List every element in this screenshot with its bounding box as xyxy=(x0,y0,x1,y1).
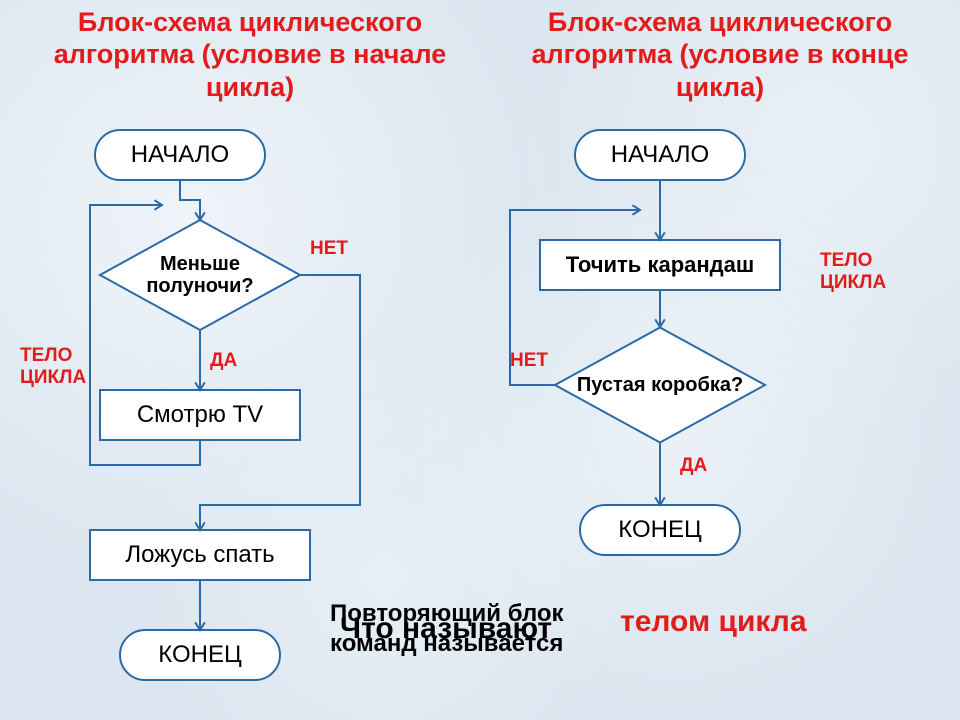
bottom-line2: команд называется xyxy=(330,630,563,658)
right-body-label: Точить карандаш xyxy=(540,240,780,290)
left-decision-label: Меньше полуночи? xyxy=(110,245,290,305)
left-loop-label: ТЕЛО ЦИКЛА xyxy=(20,345,100,389)
left-start-label: НАЧАЛО xyxy=(95,130,265,180)
title-left: Блок-схема циклического алгоритма (услов… xyxy=(30,6,470,103)
bottom-red: телом цикла xyxy=(620,605,807,639)
left-body-label: Смотрю TV xyxy=(100,390,300,440)
left-no-label: НЕТ xyxy=(310,238,348,260)
right-yes-label: ДА xyxy=(680,455,707,477)
right-loop-label: ТЕЛО ЦИКЛА xyxy=(820,250,900,294)
left-yes-label: ДА xyxy=(210,350,237,372)
left-action2-label: Ложусь спать xyxy=(90,530,310,580)
left-end-label: КОНЕЦ xyxy=(120,630,280,680)
right-no-label: НЕТ xyxy=(510,350,548,372)
right-start-label: НАЧАЛО xyxy=(575,130,745,180)
title-right: Блок-схема циклического алгоритма (услов… xyxy=(500,6,940,103)
right-end-label: КОНЕЦ xyxy=(580,505,740,555)
right-decision-label: Пустая коробка? xyxy=(575,355,745,415)
